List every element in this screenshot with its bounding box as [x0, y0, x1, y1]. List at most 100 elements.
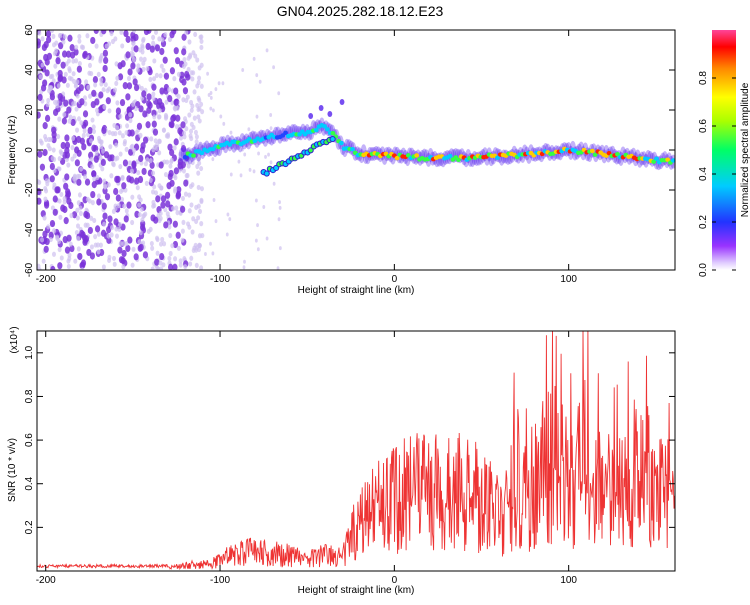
spectrogram-noise-mark: [178, 151, 183, 157]
spectrogram-noise-mark: [191, 216, 196, 222]
spectrogram-noise-mark: [166, 182, 172, 190]
spectrogram-noise-mark: [93, 82, 98, 88]
spectrogram-noise-mark: [132, 147, 137, 153]
spectrogram-noise-mark: [120, 43, 125, 49]
spectrogram-noise-mark: [151, 95, 156, 102]
spectrogram-noise-mark: [41, 43, 47, 52]
spectrogram-noise-mark: [172, 263, 178, 270]
spectrogram-noise-mark: [119, 30, 124, 35]
spectrogram-noise-mark: [42, 148, 48, 157]
spectrogram-noise-mark: [114, 80, 119, 86]
spectrogram-noise-mark: [86, 84, 91, 91]
spectrogram-noise-mark: [88, 138, 93, 144]
spectrogram-noise-mark: [76, 223, 81, 229]
spectrogram-noise-mark: [139, 85, 144, 92]
spectrogram-noise-mark: [130, 194, 135, 200]
spectrogram-noise-mark: [106, 182, 111, 188]
spectrogram-noise-mark: [264, 154, 267, 159]
spectrogram-noise-mark: [168, 232, 173, 239]
spectrogram-noise-mark: [176, 71, 181, 77]
spectrogram-noise-mark: [90, 164, 95, 170]
spectrogram-noise-mark: [87, 126, 93, 135]
spectrogram-noise-mark: [72, 153, 77, 159]
spectrogram-noise-mark: [172, 145, 177, 151]
spectrogram-noise-mark: [159, 63, 164, 69]
spectrogram-noise-mark: [200, 109, 205, 115]
spectrogram-noise-mark: [90, 117, 95, 123]
spectrogram-noise-mark: [179, 135, 184, 141]
spectrogram-noise-mark: [128, 117, 133, 124]
spectrogram-noise-mark: [221, 81, 225, 86]
spectrogram-noise-mark: [75, 93, 80, 99]
spectrogram-noise-mark: [37, 179, 42, 186]
spectrogram-noise-mark: [265, 48, 269, 53]
spectrogram-noise-mark: [134, 129, 139, 136]
spectrogram-noise-mark: [113, 131, 118, 137]
spectrogram-noise-mark: [138, 56, 143, 62]
spectrogram-noise-mark: [174, 205, 179, 211]
spectrogram-noise-mark: [139, 206, 144, 212]
snr-series-line: [37, 331, 675, 571]
spectrogram-noise-mark: [130, 51, 135, 57]
spectrogram-noise-mark: [115, 175, 121, 183]
spectrogram-noise-mark: [57, 166, 62, 172]
spectrogram-noise-mark: [189, 121, 194, 127]
spectrogram-noise-mark: [125, 35, 131, 43]
spectrogram-noise-mark: [107, 108, 112, 114]
spectrogram-noise-mark: [94, 43, 99, 49]
spectrogram-branch-mark: [329, 135, 336, 143]
spectrogram-noise-mark: [165, 159, 170, 165]
spectrogram-noise-mark: [142, 251, 149, 259]
spectrogram-noise-mark: [171, 205, 176, 212]
spectrogram-noise-mark: [204, 252, 207, 257]
spectrogram-noise-mark: [142, 56, 147, 62]
spectrogram-noise-mark: [194, 134, 199, 140]
spectrogram-ridge-mark: [589, 148, 595, 154]
spectrogram-noise-mark: [196, 184, 201, 191]
spectrogram-noise-mark: [160, 195, 167, 203]
spectrogram-noise-mark: [113, 36, 118, 42]
spectrogram-noise-mark: [62, 199, 67, 205]
spectrogram-noise-mark: [180, 121, 186, 129]
spectrogram-noise-mark: [247, 127, 251, 132]
spectrogram-noise-mark: [145, 157, 150, 163]
spectrogram-noise-mark: [122, 159, 129, 167]
spectrogram-noise-mark: [48, 74, 53, 80]
spectrogram-noise-mark: [82, 50, 88, 58]
colorbar-tick-label: 0.0: [698, 263, 709, 277]
spectrogram-noise-mark: [46, 142, 51, 149]
spectrogram-noise-mark: [60, 204, 66, 212]
spectrogram-noise-mark: [102, 178, 107, 184]
spectrogram-noise-mark: [52, 182, 57, 188]
spectrogram-noise-mark: [53, 63, 58, 69]
spectrogram-noise-mark: [195, 57, 200, 63]
spectrogram-noise-mark: [77, 61, 82, 67]
spectrogram-noise-mark: [129, 168, 134, 174]
spectrogram-noise-mark: [66, 234, 72, 242]
spectrogram-noise-mark: [93, 234, 98, 240]
spectrogram-noise-mark: [175, 210, 180, 216]
spectrogram-noise-mark: [115, 75, 120, 81]
spectrogram-noise-mark: [115, 155, 120, 161]
spectrogram-noise-mark: [252, 56, 256, 61]
spectrogram-noise-mark: [119, 98, 126, 107]
spectrogram-noise-mark: [209, 91, 213, 96]
spectrogram-noise-mark: [183, 179, 189, 187]
spectrogram-noise-mark: [137, 212, 142, 218]
spectrogram-noise-mark: [57, 116, 62, 122]
spectrogram-noise-mark: [92, 128, 97, 134]
spectrogram-noise-mark: [145, 42, 151, 51]
spectrogram-noise-mark: [98, 55, 103, 61]
spectrogram-ridge-mark: [330, 130, 336, 136]
spectrogram-noise-mark: [254, 238, 258, 243]
spectrogram-noise-mark: [103, 82, 108, 88]
spectrogram-noise-mark: [82, 128, 87, 134]
spectrogram-noise-mark: [128, 112, 133, 118]
spectrogram-ridge-mark: [394, 155, 400, 161]
spectrogram-noise-mark: [183, 61, 188, 67]
spectrogram-noise-mark: [101, 126, 107, 135]
spectrogram-noise-mark: [82, 95, 87, 101]
colorbar: 0.0 0.2 0.4 0.6 0.8 Normalized spectral ampl…: [698, 30, 750, 277]
spectrogram-noise-mark: [37, 30, 42, 36]
spectrogram-noise-mark: [110, 224, 115, 231]
